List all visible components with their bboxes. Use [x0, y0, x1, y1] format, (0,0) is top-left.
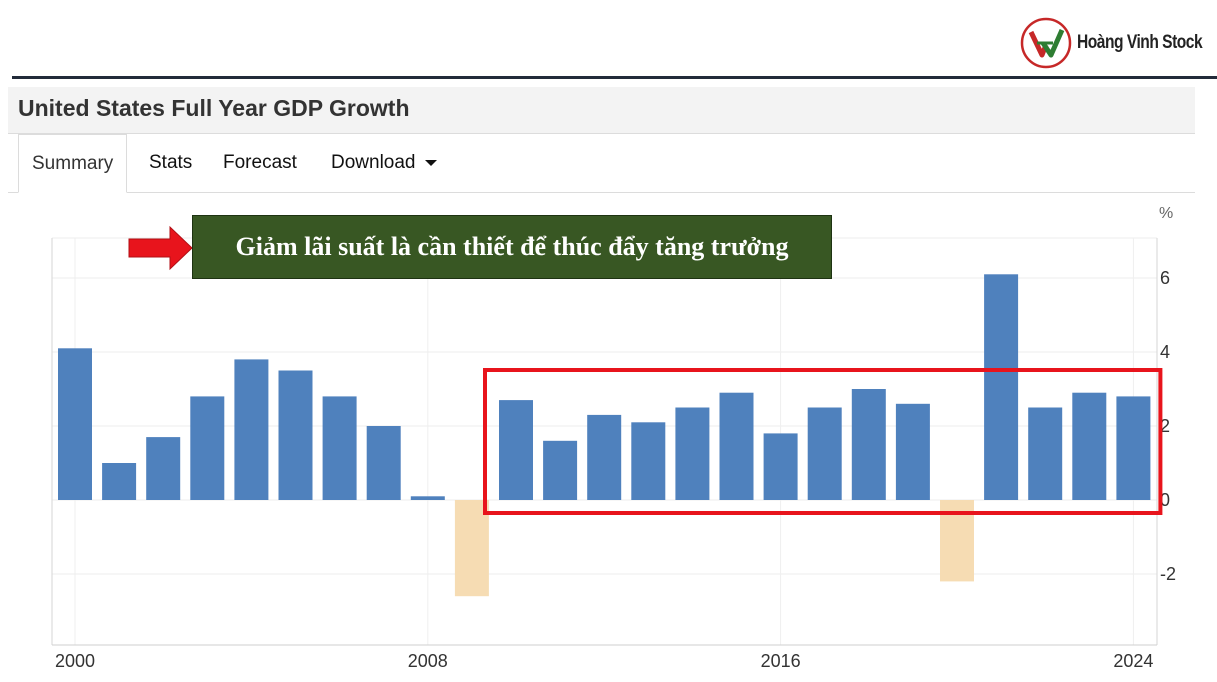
- tab-forecast[interactable]: Forecast: [223, 152, 297, 173]
- bar-2019: [895, 403, 930, 500]
- caret-down-icon: [424, 159, 437, 166]
- brand-logo: Hoàng Vinh Stock: [1020, 14, 1217, 72]
- tab-bar: Summary Stats Forecast Download: [8, 134, 1195, 193]
- bar-2014: [675, 407, 710, 500]
- bar-2003: [190, 396, 225, 500]
- bar-2021: [984, 274, 1019, 500]
- x-tick-label: 2000: [55, 651, 95, 671]
- y-tick-label: 2: [1160, 416, 1170, 436]
- bar-2012: [587, 414, 622, 500]
- x-tick-label: 2016: [761, 651, 801, 671]
- bar-2024: [1116, 396, 1151, 500]
- bar-2015: [719, 392, 754, 500]
- bar-2023: [1072, 392, 1107, 500]
- x-tick-label: 2024: [1113, 651, 1153, 671]
- logo-mark-icon: [1020, 17, 1072, 69]
- bar-2022: [1028, 407, 1063, 500]
- tab-summary[interactable]: Summary: [18, 134, 128, 193]
- bar-2006: [322, 396, 357, 500]
- bar-2009: [454, 500, 489, 597]
- y-tick-label: -2: [1160, 564, 1176, 584]
- annotation-banner: Giảm lãi suất là cần thiết để thúc đẩy t…: [192, 215, 832, 279]
- y-tick-label: 6: [1160, 268, 1170, 288]
- bar-2011: [543, 440, 578, 500]
- y-tick-label: 0: [1160, 490, 1170, 510]
- logo-text: Hoàng Vinh Stock: [1077, 32, 1203, 53]
- bar-2010: [499, 400, 533, 500]
- bar-2004: [234, 359, 269, 500]
- bar-2017: [807, 407, 842, 500]
- bar-2018: [851, 389, 886, 500]
- bar-2013: [631, 422, 666, 500]
- bar-2008: [410, 496, 445, 500]
- bar-2005: [278, 370, 313, 500]
- tab-stats[interactable]: Stats: [149, 152, 193, 173]
- bar-2001: [102, 463, 137, 500]
- highlight-box: [483, 368, 1163, 515]
- header-rule: [12, 76, 1217, 79]
- y-unit-label: %: [1159, 205, 1173, 222]
- arrow-right-icon: [128, 225, 193, 271]
- title-bar: United States Full Year GDP Growth: [8, 87, 1195, 134]
- tab-download[interactable]: Download: [331, 134, 437, 192]
- tab-download-label: Download: [331, 152, 416, 173]
- x-tick-label: 2008: [408, 651, 448, 671]
- bar-2007: [366, 426, 401, 500]
- bar-2016: [763, 433, 798, 500]
- y-tick-label: 4: [1160, 342, 1170, 362]
- bar-2002: [146, 437, 181, 500]
- bar-2000: [58, 348, 92, 500]
- page-title: United States Full Year GDP Growth: [18, 95, 410, 121]
